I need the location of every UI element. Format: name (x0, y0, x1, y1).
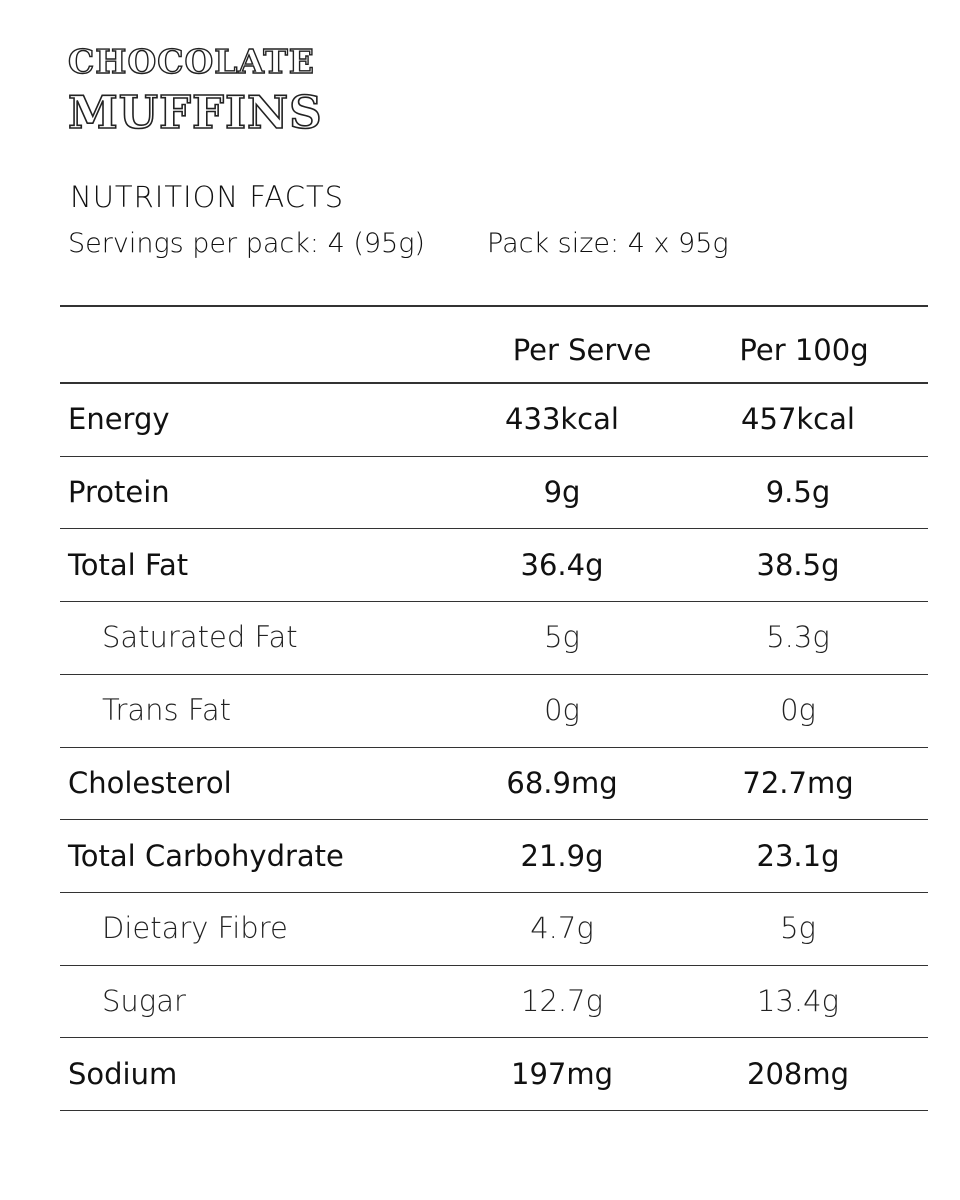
rule (60, 601, 928, 603)
rule (60, 746, 928, 748)
row-label: Total Fat (68, 547, 189, 582)
cell-value: 5g (544, 620, 580, 655)
rule (60, 382, 928, 384)
cell-value: 433kcal (505, 402, 619, 437)
cell-value: 72.7mg (742, 765, 854, 800)
subtitle: NUTRITION FACTS (70, 180, 345, 214)
row-label: Trans Fat (102, 693, 232, 728)
row-label: Sodium (68, 1056, 178, 1091)
cell-value: 4.7g (530, 911, 594, 946)
cell-value: 0g (544, 693, 580, 728)
row-label: Saturated Fat (102, 620, 298, 655)
column-header: Per Serve (512, 333, 652, 367)
rule (60, 673, 928, 675)
cell-value: 68.9mg (506, 765, 618, 800)
cell-value: 5.3g (766, 620, 830, 655)
row-label: Cholesterol (68, 765, 232, 800)
rule (60, 891, 928, 893)
title: CHOCOLATE (67, 41, 315, 81)
pack-size: Pack size: 4 x 95g (487, 228, 729, 259)
cell-value: 0g (780, 693, 816, 728)
rule (60, 305, 928, 307)
rule (60, 1110, 928, 1111)
rule (60, 1037, 928, 1039)
cell-value: 13.4g (757, 983, 839, 1018)
cell-value: 9.5g (765, 475, 831, 510)
cell-value: 208mg (746, 1056, 850, 1091)
row-label: Sugar (102, 983, 186, 1018)
cell-value: 197mg (510, 1056, 614, 1091)
cell-value: 23.1g (756, 838, 840, 873)
rule (60, 819, 928, 821)
row-label: Energy (68, 402, 170, 437)
row-label: Protein (68, 475, 170, 510)
cell-value: 38.5g (756, 547, 840, 582)
row-label: Total Carbohydrate (68, 838, 344, 873)
servings: Servings per pack: 4 (95g) (68, 228, 425, 259)
rule (60, 964, 928, 966)
title: MUFFINS (67, 85, 323, 140)
cell-value: 21.9g (520, 838, 604, 873)
row-label: Dietary Fibre (102, 911, 288, 946)
rule (60, 528, 928, 530)
cell-value: 9g (543, 475, 581, 510)
rule (60, 455, 928, 457)
cell-value: 457kcal (741, 402, 855, 437)
cell-value: 36.4g (520, 547, 604, 582)
column-header: Per 100g (739, 333, 869, 367)
cell-value: 5g (780, 911, 816, 946)
cell-value: 12.7g (521, 983, 603, 1018)
